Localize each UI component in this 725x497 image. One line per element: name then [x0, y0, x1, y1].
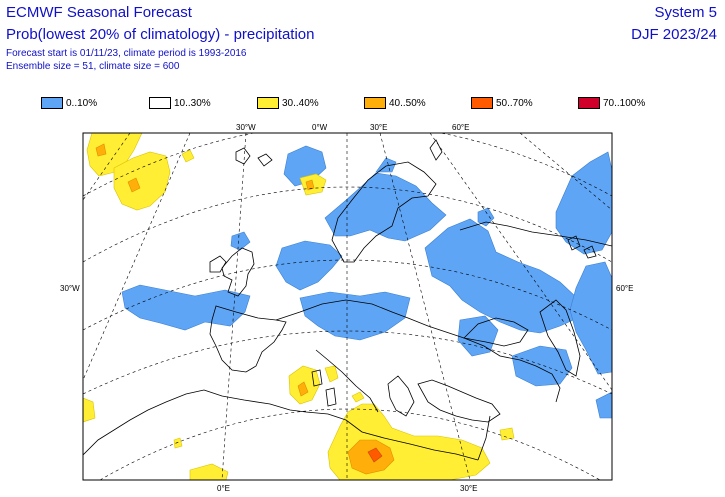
legend-swatch: [471, 97, 493, 109]
tick-label-top: 30°E: [370, 123, 387, 132]
legend: 0..10% 10..30% 30..40% 40..50% 50..70% 7…: [0, 96, 725, 112]
red-probability-areas: [367, 447, 383, 463]
coastlines: [83, 139, 612, 461]
chart-title: ECMWF Seasonal Forecast: [6, 4, 192, 21]
legend-swatch: [41, 97, 63, 109]
legend-label: 40..50%: [389, 97, 426, 109]
chart-subtitle: Prob(lowest 20% of climatology) - precip…: [6, 26, 315, 43]
ensemble-info: Ensemble size = 51, climate size = 600: [6, 61, 180, 72]
legend-swatch: [364, 97, 386, 109]
tick-label-left: 30°W: [60, 284, 80, 293]
tick-label-right: 60°E: [616, 284, 633, 293]
legend-label: 0..10%: [66, 97, 98, 109]
legend-label: 70..100%: [603, 97, 646, 109]
legend-label: 50..70%: [496, 97, 533, 109]
legend-item: 30..40%: [257, 96, 319, 110]
legend-item: 40..50%: [364, 96, 426, 110]
legend-swatch: [149, 97, 171, 109]
tick-label-bottom: 0°E: [217, 484, 230, 493]
map-frame: [82, 132, 613, 481]
season-label: DJF 2023/24: [631, 26, 717, 43]
legend-swatch: [257, 97, 279, 109]
legend-swatch: [578, 97, 600, 109]
tick-label-top: 60°E: [452, 123, 469, 132]
graticule: [83, 133, 612, 480]
legend-item: 0..10%: [41, 96, 97, 110]
legend-item: 50..70%: [471, 96, 533, 110]
legend-item: 70..100%: [578, 96, 645, 110]
map-layers: [83, 133, 612, 480]
legend-label: 10..30%: [174, 97, 211, 109]
blue-probability-areas: [121, 145, 612, 419]
system-label: System 5: [654, 4, 717, 21]
tick-label-top: 30°W: [236, 123, 256, 132]
tick-label-top: 0°W: [312, 123, 328, 132]
tick-label-bottom: 30°E: [460, 484, 477, 493]
legend-item: 10..30%: [149, 96, 211, 110]
forecast-info: Forecast start is 01/11/23, climate peri…: [6, 48, 247, 59]
legend-label: 30..40%: [282, 97, 319, 109]
